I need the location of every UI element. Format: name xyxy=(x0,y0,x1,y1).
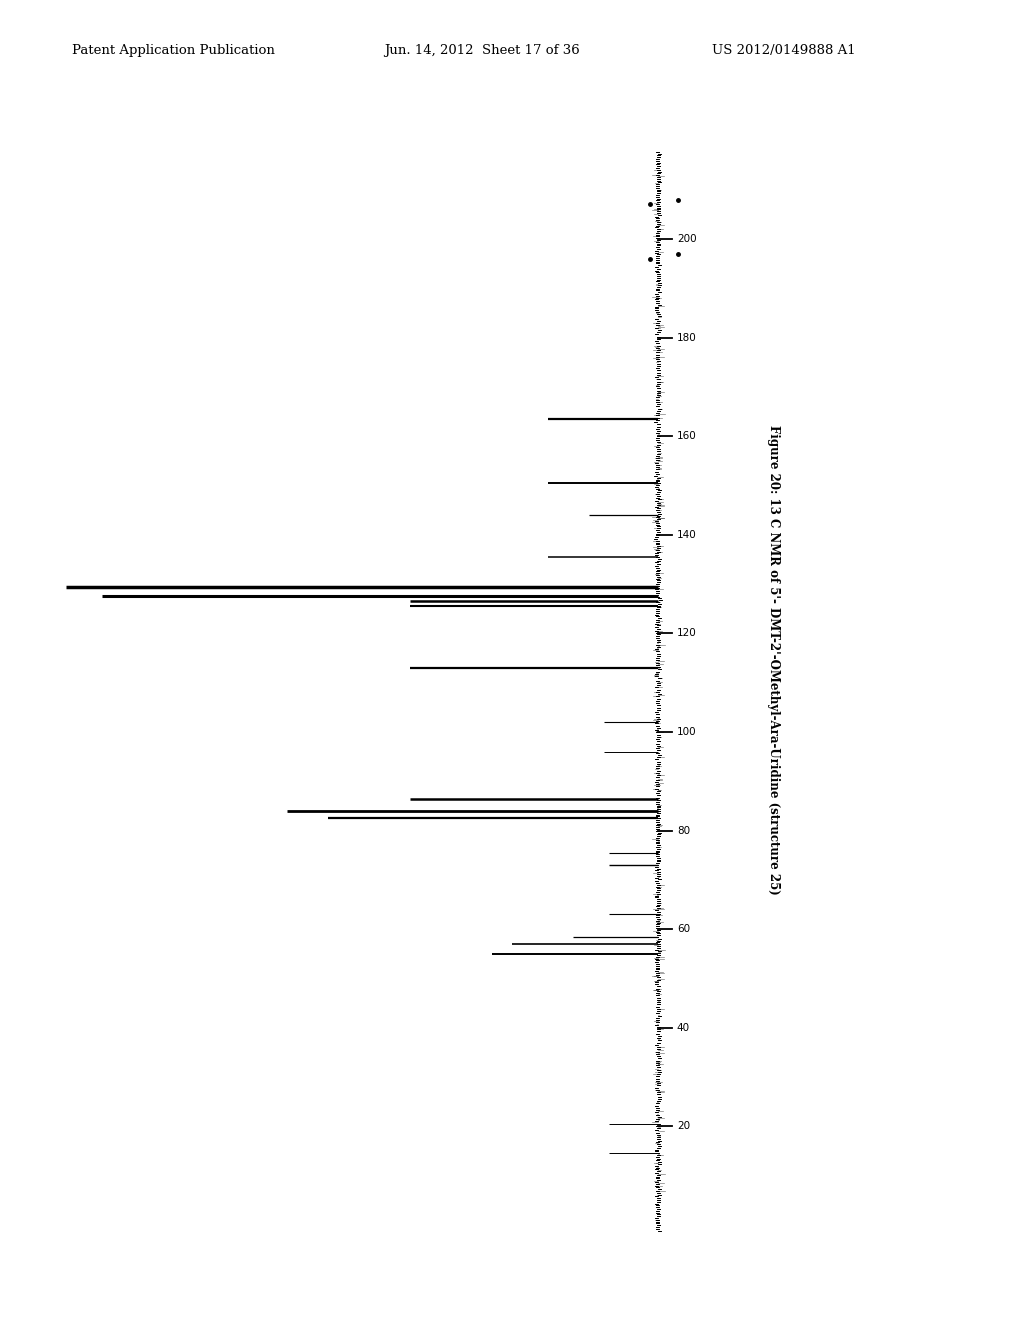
Text: 180: 180 xyxy=(677,333,696,343)
Text: Figure 20: 13 C NMR of 5'- DMT-2'-OMethyl-Ara-Uridine (structure 25): Figure 20: 13 C NMR of 5'- DMT-2'-OMethy… xyxy=(767,425,779,895)
Text: 160: 160 xyxy=(677,432,696,441)
Text: 60: 60 xyxy=(677,924,690,935)
Text: 80: 80 xyxy=(677,825,690,836)
Text: Patent Application Publication: Patent Application Publication xyxy=(72,44,274,57)
Text: Jun. 14, 2012  Sheet 17 of 36: Jun. 14, 2012 Sheet 17 of 36 xyxy=(384,44,580,57)
Text: 140: 140 xyxy=(677,529,696,540)
Text: US 2012/0149888 A1: US 2012/0149888 A1 xyxy=(712,44,855,57)
Text: 200: 200 xyxy=(677,234,696,244)
Text: 120: 120 xyxy=(677,628,696,639)
Text: 100: 100 xyxy=(677,727,696,737)
Text: 20: 20 xyxy=(677,1122,690,1131)
Text: 40: 40 xyxy=(677,1023,690,1032)
